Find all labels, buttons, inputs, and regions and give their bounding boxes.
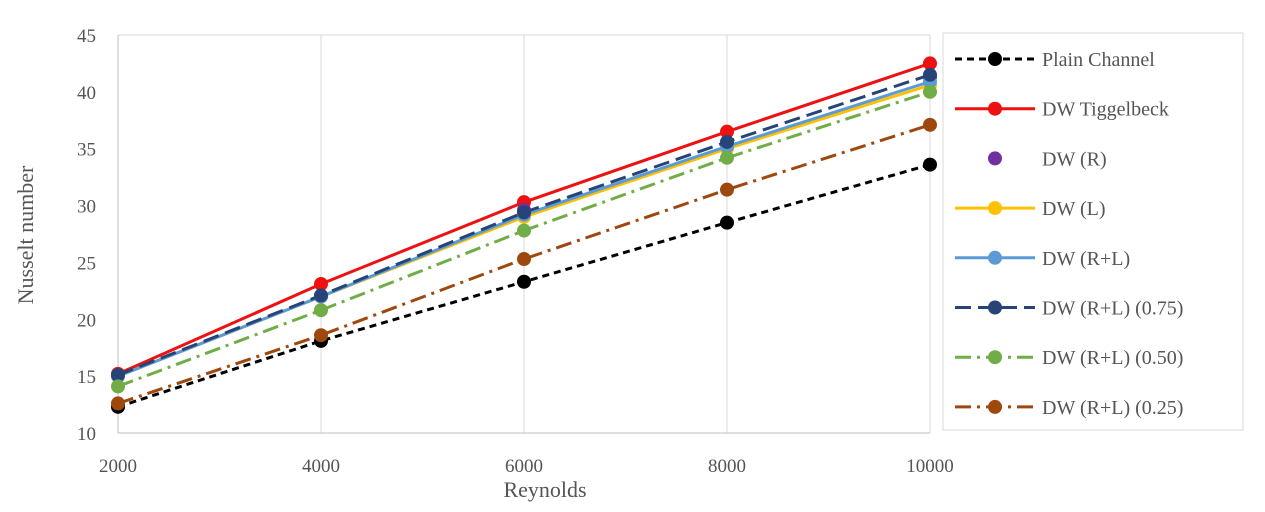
point-dw-tiggelbeck-10000: [923, 56, 937, 71]
point-dw-r-l-0-25-10000: [923, 117, 937, 132]
point-dw-r-l-0-75-4000: [314, 288, 328, 303]
legend-entry-dw-r: DW (R): [988, 148, 1107, 170]
legend-label-dw-r-l-0-75: DW (R+L) (0.75): [1042, 298, 1183, 320]
series-dw-r-l-0-25: [111, 117, 937, 411]
point-dw-tiggelbeck-4000: [314, 277, 328, 292]
legend-marker-dw-r-l-0-75: [988, 300, 1002, 315]
y-tick-labels: 10 15 20 25 30 35 40 45: [77, 26, 96, 445]
point-plain-channel-10000: [923, 157, 937, 172]
legend-label-dw-tiggelbeck: DW Tiggelbeck: [1042, 99, 1169, 121]
point-dw-r-l-0-50-6000: [517, 223, 531, 238]
point-dw-r-l-0-25-2000: [111, 396, 125, 411]
plot-area: [111, 56, 937, 414]
point-dw-r-l-0-75-8000: [720, 134, 734, 149]
legend-marker-dw-r-l-0-25: [988, 399, 1002, 414]
point-dw-r-l-0-25-4000: [314, 328, 328, 343]
legend-marker-dw-r-l-0-50: [988, 350, 1002, 365]
x-tick-labels: 2000 4000 6000 8000 10000: [99, 456, 954, 477]
legend-label-dw-r-l-0-25: DW (R+L) (0.25): [1042, 397, 1183, 419]
x-axis-title: Reynolds: [503, 477, 586, 502]
y-tick-label-40: 40: [77, 83, 96, 104]
point-dw-r-l-0-50-8000: [720, 150, 734, 165]
point-dw-r-l-0-75-2000: [111, 368, 125, 383]
y-tick-label-35: 35: [77, 140, 96, 161]
y-tick-label-10: 10: [77, 424, 96, 445]
point-dw-tiggelbeck-8000: [720, 124, 734, 139]
point-dw-r-l-0-25-6000: [517, 252, 531, 267]
point-dw-r-l-0-50-10000: [923, 84, 937, 99]
legend-marker-dw-r-l: [988, 250, 1002, 265]
point-dw-r-l-0-50-2000: [111, 379, 125, 394]
legend-label-dw-r: DW (R): [1042, 148, 1107, 170]
legend-label-plain-channel: Plain Channel: [1042, 49, 1155, 71]
y-tick-label-45: 45: [77, 26, 96, 47]
chart-axes: [117, 34, 930, 434]
y-tick-label-30: 30: [77, 197, 96, 218]
legend-box: [942, 32, 1244, 431]
y-tick-label-20: 20: [77, 310, 96, 331]
series-dw-r-l-0-75: [111, 67, 937, 383]
point-dw-r-l-0-75-10000: [923, 67, 937, 82]
legend-marker-plain-channel: [988, 52, 1002, 66]
legend-label-dw-l: DW (L): [1042, 198, 1106, 220]
legend-entry-dw-r-l-0-25: DW (R+L) (0.25): [955, 397, 1183, 419]
legend-entry-dw-r-l: DW (R+L): [955, 248, 1130, 270]
x-tick-label-10000: 10000: [906, 456, 954, 477]
y-tick-label-15: 15: [77, 367, 96, 388]
point-dw-r-l-0-75-6000: [517, 205, 531, 220]
x-tick-label-4000: 4000: [302, 456, 340, 477]
legend-marker-dw-l: [988, 201, 1002, 216]
series-line-dw-r-l-0-25: [117, 123, 931, 405]
legend-entry-dw-r-l-0-50: DW (R+L) (0.50): [955, 347, 1183, 369]
legend-entry-dw-r-l-0-75: DW (R+L) (0.75): [955, 298, 1183, 320]
legend-label-dw-r-l-0-50: DW (R+L) (0.50): [1042, 347, 1183, 369]
x-tick-label-2000: 2000: [99, 456, 137, 477]
x-tick-label-8000: 8000: [708, 456, 746, 477]
y-axis-title: Nusselt number: [13, 165, 38, 304]
point-dw-r-l-0-50-4000: [314, 303, 328, 318]
legend-entry-dw-tiggelbeck: DW Tiggelbeck: [955, 99, 1169, 121]
point-plain-channel-8000: [720, 215, 734, 230]
legend-label-dw-r-l: DW (R+L): [1042, 248, 1130, 270]
point-dw-r-l-0-25-8000: [720, 182, 734, 197]
legend-marker-dw-r: [988, 151, 1002, 166]
legend-entry-plain-channel: Plain Channel: [955, 49, 1155, 71]
legend: Plain Channel DW Tiggelbeck DW (R) DW (L) DW…: [942, 32, 1244, 431]
x-tick-label-6000: 6000: [505, 456, 543, 477]
series-dw-r-l-0-50: [111, 84, 937, 394]
point-plain-channel-6000: [517, 274, 531, 289]
legend-entry-dw-l: DW (L): [955, 198, 1106, 220]
y-tick-label-25: 25: [77, 253, 96, 274]
legend-marker-dw-tiggelbeck: [988, 101, 1002, 116]
